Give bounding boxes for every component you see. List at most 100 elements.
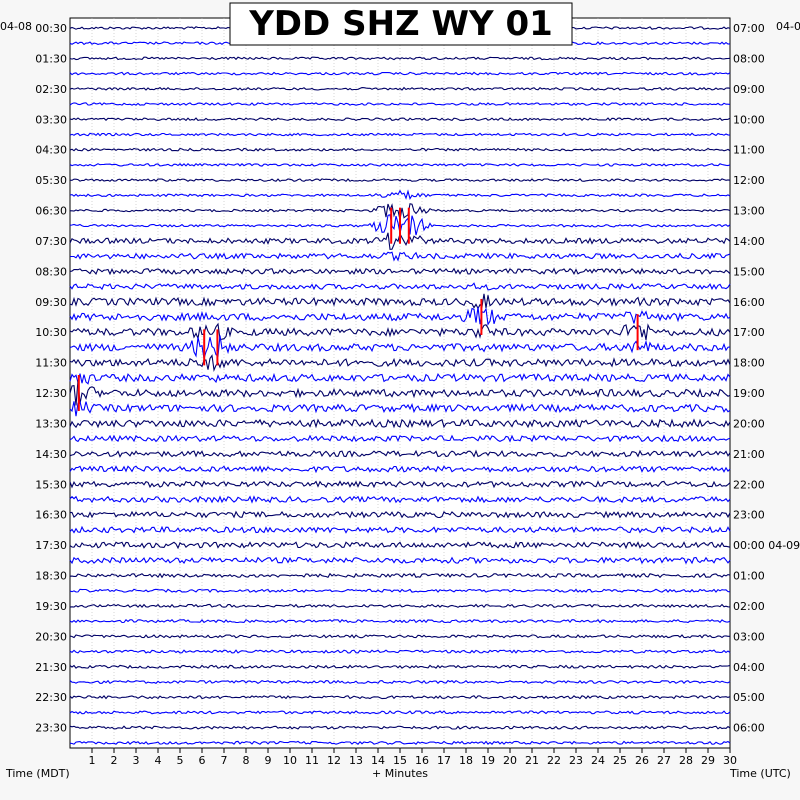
seismic-trace bbox=[69, 434, 731, 443]
left-time-label: 10:30 bbox=[35, 326, 67, 339]
seismic-trace bbox=[69, 162, 731, 167]
right-time-label: 23:00 bbox=[733, 509, 765, 522]
right-time-label: 16:00 bbox=[733, 296, 765, 309]
seismic-trace bbox=[69, 56, 731, 61]
x-tick-label: 15 bbox=[393, 754, 407, 767]
x-tick-label: 5 bbox=[177, 754, 184, 767]
right-time-label: 05:00 bbox=[733, 691, 765, 704]
x-tick-label: 29 bbox=[701, 754, 715, 767]
left-time-label: 16:30 bbox=[35, 509, 67, 522]
x-tick-label: 14 bbox=[371, 754, 385, 767]
right-time-label: 11:00 bbox=[733, 144, 765, 157]
left-time-label: 13:30 bbox=[35, 417, 67, 430]
left-date-label: 04-08 bbox=[0, 20, 32, 33]
left-time-label: 05:30 bbox=[35, 174, 67, 187]
x-tick-label: 18 bbox=[459, 754, 473, 767]
seismic-trace bbox=[69, 664, 731, 669]
seismic-trace bbox=[69, 556, 731, 565]
right-time-label: 06:00 bbox=[733, 722, 765, 735]
left-time-label: 09:30 bbox=[35, 296, 67, 309]
seismic-trace bbox=[69, 495, 731, 504]
seismic-trace bbox=[69, 710, 731, 715]
right-time-label: 09:00 bbox=[733, 83, 765, 96]
seismic-trace bbox=[69, 649, 731, 654]
right-time-label: 17:00 bbox=[733, 326, 765, 339]
seismic-trace bbox=[69, 695, 731, 700]
seismic-trace bbox=[69, 510, 731, 519]
seismic-trace bbox=[69, 572, 731, 579]
seismic-traces bbox=[69, 26, 731, 745]
seismic-trace bbox=[69, 603, 731, 609]
seismic-trace bbox=[70, 251, 731, 262]
x-tick-label: 30 bbox=[723, 754, 737, 767]
plot-area bbox=[69, 17, 731, 749]
x-tick-label: 2 bbox=[111, 754, 118, 767]
x-tick-label: 23 bbox=[569, 754, 583, 767]
x-tick-label: 12 bbox=[327, 754, 341, 767]
seismic-trace bbox=[69, 740, 731, 745]
seismic-trace bbox=[69, 372, 731, 385]
left-time-labels: 00:30 01:30 02:30 03:30 04:30 05:30 06:30 07:30… bbox=[35, 22, 67, 735]
left-axis-label: Time (MDT) bbox=[5, 767, 70, 780]
right-time-label: 20:00 bbox=[733, 417, 765, 430]
seismic-trace bbox=[69, 307, 731, 326]
right-time-label: 02:00 bbox=[733, 600, 765, 613]
seismic-trace bbox=[69, 293, 731, 310]
left-time-label: 20:30 bbox=[35, 630, 67, 643]
seismic-trace bbox=[69, 102, 731, 106]
x-tick-label: 17 bbox=[437, 754, 451, 767]
seismic-trace bbox=[69, 132, 731, 137]
seismic-trace bbox=[69, 117, 731, 122]
right-time-label: 03:00 bbox=[733, 630, 765, 643]
left-time-label: 01:30 bbox=[35, 52, 67, 65]
x-tick-label: 26 bbox=[635, 754, 649, 767]
right-time-label: 19:00 bbox=[733, 387, 765, 400]
right-time-label: 01:00 bbox=[733, 570, 765, 583]
right-time-label: 07:00 bbox=[733, 22, 765, 35]
x-tick-label: 21 bbox=[525, 754, 539, 767]
right-time-label: 00:00 04-09 bbox=[733, 539, 800, 552]
left-time-label: 08:30 bbox=[35, 265, 67, 278]
left-time-label: 19:30 bbox=[35, 600, 67, 613]
x-tick-label: 4 bbox=[155, 754, 162, 767]
x-tick-label: 16 bbox=[415, 754, 429, 767]
left-time-label: 14:30 bbox=[35, 448, 67, 461]
seismic-trace bbox=[69, 725, 731, 730]
seismic-trace bbox=[69, 525, 731, 534]
x-tick-label: 10 bbox=[283, 754, 297, 767]
x-tick-label: 25 bbox=[613, 754, 627, 767]
right-time-label: 21:00 bbox=[733, 448, 765, 461]
x-tick-label: 1 bbox=[89, 754, 96, 767]
left-time-label: 03:30 bbox=[35, 113, 67, 126]
x-axis-ticks: 1 2 3 4 5 6 7 8 9 10 11 12 13 14 15 16 17 18 19 20 21 22 23 24 2… bbox=[89, 748, 737, 767]
seismic-trace bbox=[69, 480, 731, 489]
seismic-trace bbox=[69, 619, 731, 624]
left-time-label: 22:30 bbox=[35, 691, 67, 704]
left-time-label: 00:30 bbox=[35, 22, 67, 35]
seismic-trace bbox=[69, 418, 731, 429]
left-time-label: 15:30 bbox=[35, 478, 67, 491]
seismic-trace bbox=[69, 322, 731, 341]
right-time-label: 08:00 bbox=[733, 52, 765, 65]
x-axis-label: + Minutes bbox=[372, 767, 428, 780]
x-tick-label: 8 bbox=[243, 754, 250, 767]
seismic-trace bbox=[69, 86, 731, 91]
seismic-trace bbox=[69, 541, 731, 550]
x-tick-label: 19 bbox=[481, 754, 495, 767]
seismic-trace bbox=[69, 335, 731, 359]
left-time-label: 17:30 bbox=[35, 539, 67, 552]
seismic-trace bbox=[69, 282, 731, 291]
x-tick-label: 7 bbox=[221, 754, 228, 767]
title-box bbox=[229, 2, 573, 46]
right-time-label: 04:00 bbox=[733, 661, 765, 674]
left-time-label: 04:30 bbox=[35, 144, 67, 157]
left-time-label: 12:30 bbox=[35, 387, 67, 400]
right-axis-label: Time (UTC) bbox=[729, 767, 791, 780]
x-tick-label: 27 bbox=[657, 754, 671, 767]
left-time-label: 02:30 bbox=[35, 83, 67, 96]
left-time-label: 11:30 bbox=[35, 357, 67, 370]
left-time-label: 23:30 bbox=[35, 722, 67, 735]
seismic-trace bbox=[69, 634, 730, 639]
right-date-label: 04-09 bbox=[776, 20, 800, 33]
x-tick-label: 11 bbox=[305, 754, 319, 767]
